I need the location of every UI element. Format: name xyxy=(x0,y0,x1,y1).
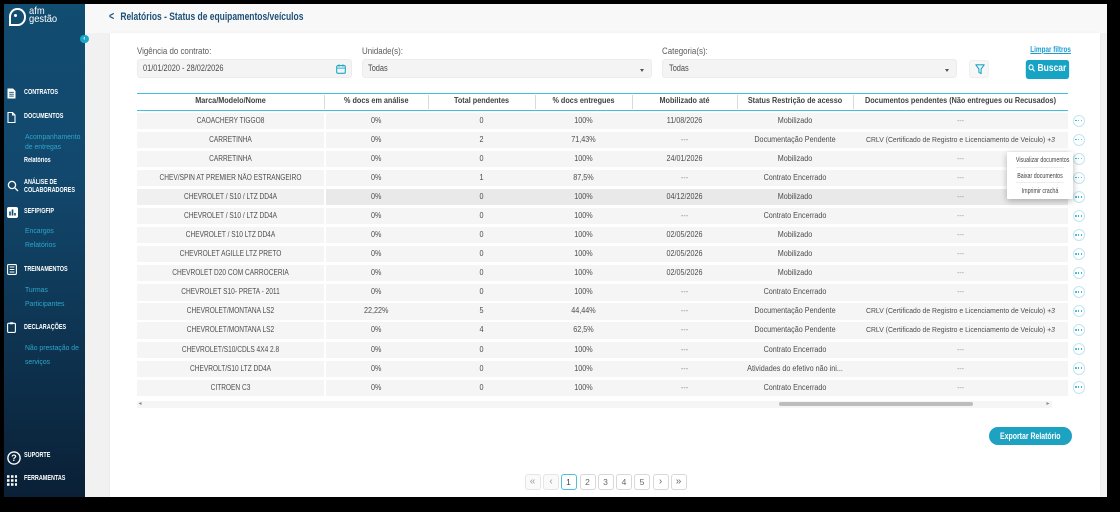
svg-text:?: ? xyxy=(11,453,17,463)
